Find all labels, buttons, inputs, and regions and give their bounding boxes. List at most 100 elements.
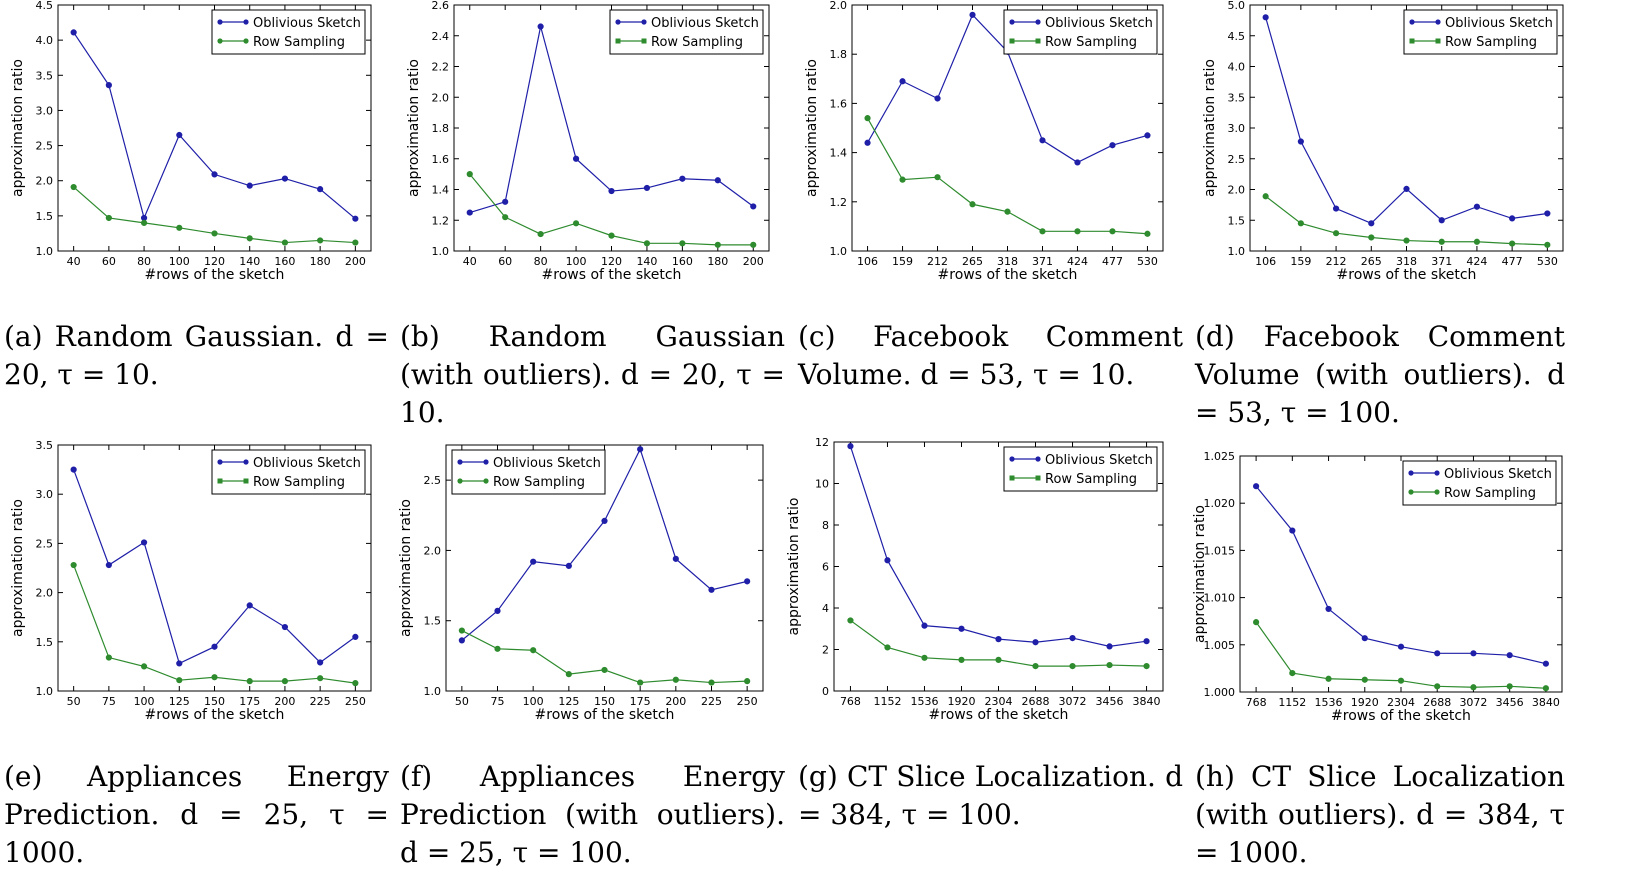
legend-label: Oblivious Sketch xyxy=(1045,16,1153,31)
data-point xyxy=(1438,238,1445,245)
data-point xyxy=(601,666,608,674)
x-tick-label: 150 xyxy=(594,695,615,708)
x-tick-label: 40 xyxy=(463,255,477,268)
data-point xyxy=(934,95,941,102)
legend-label: Oblivious Sketch xyxy=(1045,453,1153,468)
caption-a: (a) Random Gaussian. d = 20, τ = 10. xyxy=(4,320,389,391)
data-point xyxy=(246,235,253,242)
data-point xyxy=(637,446,644,453)
data-point xyxy=(317,675,324,682)
legend-marker xyxy=(1035,38,1041,44)
y-tick-label: 2.6 xyxy=(432,0,450,12)
data-point xyxy=(281,175,289,182)
y-tick-label: 1.0 xyxy=(432,245,450,258)
data-point xyxy=(1506,652,1513,659)
data-point xyxy=(744,578,751,585)
data-point xyxy=(317,237,324,244)
y-tick-label: 3.0 xyxy=(1228,122,1246,135)
y-tick-label: 4.5 xyxy=(1228,30,1246,43)
x-tick-label: 318 xyxy=(997,255,1018,268)
data-point xyxy=(1368,220,1375,227)
data-point xyxy=(458,637,465,644)
data-point xyxy=(281,623,289,631)
data-point xyxy=(921,622,928,629)
data-point xyxy=(1544,241,1551,248)
x-tick-label: 225 xyxy=(310,695,331,708)
data-point xyxy=(934,174,941,181)
y-axis-label: approximation ratio xyxy=(10,59,26,197)
y-tick-label: 1.020 xyxy=(1204,497,1236,510)
data-point xyxy=(643,184,651,192)
x-axis-label: #rows of the sketch xyxy=(145,707,285,723)
y-tick-label: 2.5 xyxy=(36,140,54,153)
data-point xyxy=(1473,238,1481,245)
x-tick-label: 265 xyxy=(1361,255,1382,268)
data-point xyxy=(1004,208,1011,215)
data-point xyxy=(70,561,77,569)
y-tick-label: 3.0 xyxy=(36,488,54,501)
x-tick-label: 120 xyxy=(601,255,622,268)
data-point xyxy=(1032,639,1039,646)
y-tick-label: 1.005 xyxy=(1204,639,1236,652)
data-point xyxy=(565,671,572,678)
x-tick-label: 60 xyxy=(102,255,116,268)
caption-f: (f) Appliances Energy Prediction (with o… xyxy=(400,760,785,869)
data-point xyxy=(1106,661,1113,669)
x-axis-label: #rows of the sketch xyxy=(929,707,1069,723)
data-point xyxy=(1434,650,1441,657)
legend-marker xyxy=(615,19,621,25)
data-point xyxy=(1434,683,1441,690)
data-point xyxy=(537,230,544,238)
x-axis-label: #rows of the sketch xyxy=(1337,267,1477,283)
legend: Oblivious Sketch Row Sampling xyxy=(609,9,764,55)
y-tick-label: 4.0 xyxy=(36,34,54,47)
data-point xyxy=(899,78,906,85)
x-tick-label: 200 xyxy=(345,255,366,268)
data-point xyxy=(1289,527,1296,534)
x-tick-label: 2304 xyxy=(985,695,1013,708)
data-point xyxy=(1144,230,1151,237)
x-tick-label: 75 xyxy=(102,695,116,708)
data-point xyxy=(140,663,148,670)
y-tick-label: 6 xyxy=(822,561,829,574)
data-point xyxy=(211,230,218,237)
y-axis-label: approximation ratio xyxy=(406,59,422,197)
x-tick-label: 371 xyxy=(1032,255,1053,268)
data-point xyxy=(1109,228,1116,235)
legend-marker xyxy=(243,459,249,465)
data-point xyxy=(1542,660,1550,667)
x-tick-label: 1152 xyxy=(1278,696,1306,709)
x-axis-label: #rows of the sketch xyxy=(145,267,285,283)
y-tick-label: 3.5 xyxy=(1228,91,1246,104)
legend: Oblivious Sketch Row Sampling xyxy=(211,9,366,55)
legend: Oblivious Sketch Row Sampling xyxy=(1403,9,1558,55)
data-point xyxy=(1297,220,1304,227)
data-point xyxy=(537,23,544,30)
legend-marker xyxy=(1435,38,1441,44)
data-point xyxy=(1039,228,1046,235)
legend-marker xyxy=(483,478,489,484)
legend-label: Row Sampling xyxy=(1045,35,1137,50)
x-tick-label: 160 xyxy=(274,255,295,268)
data-point xyxy=(995,636,1002,643)
legend-marker xyxy=(243,38,249,44)
y-tick-label: 4.0 xyxy=(1228,61,1246,74)
chart-1: 1.0 1.2 1.4 1.6 1.8 2.0 2.2 2.4 2.6 40 60 80 100 120 1… xyxy=(406,0,770,283)
x-tick-label: 150 xyxy=(204,695,225,708)
x-tick-label: 125 xyxy=(169,695,190,708)
data-point xyxy=(246,602,253,609)
legend-marker xyxy=(217,459,223,465)
x-axis-label: #rows of the sketch xyxy=(1331,708,1471,724)
y-tick-label: 1.0 xyxy=(424,685,442,698)
data-point xyxy=(708,679,715,686)
legend-box xyxy=(609,9,764,55)
data-point xyxy=(1325,605,1332,613)
legend-label: Oblivious Sketch xyxy=(253,456,361,471)
data-point xyxy=(70,29,77,36)
data-point xyxy=(140,539,148,546)
y-tick-label: 2.0 xyxy=(424,544,442,557)
data-point xyxy=(1106,643,1113,650)
data-point xyxy=(601,517,608,525)
data-point xyxy=(1143,638,1150,645)
